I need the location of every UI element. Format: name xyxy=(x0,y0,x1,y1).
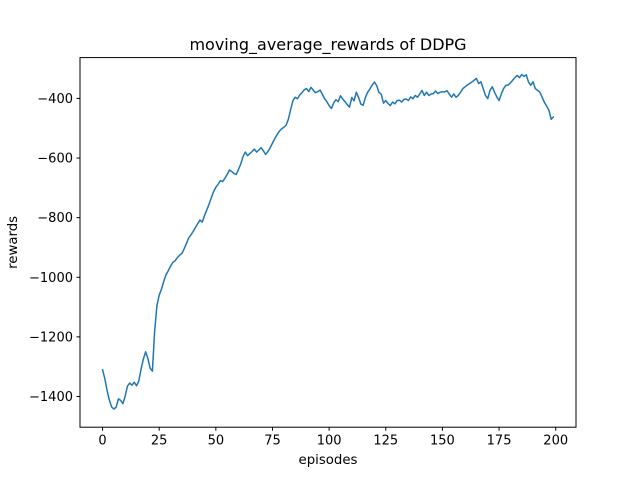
x-axis-label: episodes xyxy=(299,453,358,468)
y-tick-label: −800 xyxy=(37,211,73,226)
chart-title: moving_average_rewards of DDPG xyxy=(189,35,466,55)
y-tick-label: −1000 xyxy=(29,271,73,286)
y-tick-label: −1200 xyxy=(29,330,73,345)
x-tick-label: 125 xyxy=(373,434,398,449)
x-tick-label: 200 xyxy=(543,434,568,449)
x-tick-label: 75 xyxy=(264,434,281,449)
y-tick-label: −1400 xyxy=(29,390,73,405)
rewards-line xyxy=(101,73,555,410)
y-tick-label: −600 xyxy=(37,152,73,167)
x-tick-label: 25 xyxy=(151,434,168,449)
x-axis-ticks: 0 25 50 75 100 125 150 175 200 xyxy=(98,427,568,449)
y-axis-ticks: −400 −600 −800 −1000 −1200 −1400 xyxy=(29,92,80,405)
x-tick-label: 100 xyxy=(317,434,342,449)
x-tick-label: 0 xyxy=(98,434,106,449)
y-tick-label: −400 xyxy=(37,92,73,107)
plot-area xyxy=(79,57,577,428)
y-axis-label: rewards xyxy=(6,216,21,269)
x-tick-label: 150 xyxy=(430,434,455,449)
x-tick-label: 175 xyxy=(487,434,512,449)
x-tick-label: 50 xyxy=(208,434,225,449)
